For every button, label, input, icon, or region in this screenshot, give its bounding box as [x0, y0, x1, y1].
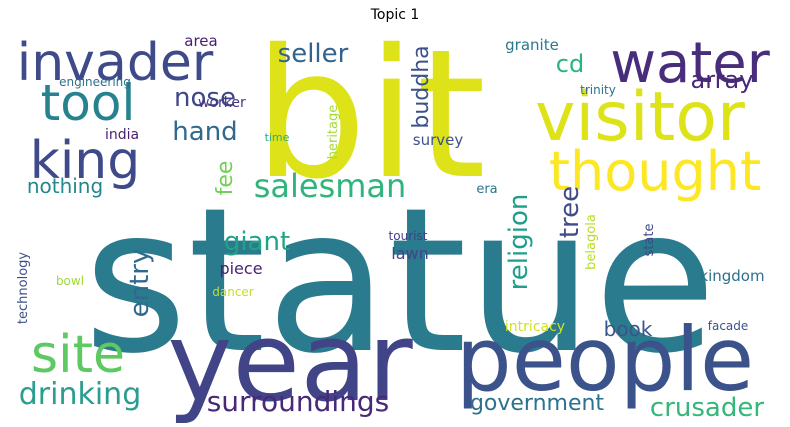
word-array: array	[691, 66, 754, 94]
word-salesman: salesman	[254, 167, 407, 205]
word-facade: facade	[708, 319, 749, 333]
word-intricacy: intricacy	[505, 319, 565, 335]
word-drinking: drinking	[19, 377, 142, 412]
word-area: area	[184, 32, 217, 50]
word-india: india	[105, 127, 139, 143]
word-seller: seller	[278, 39, 349, 69]
word-trinity: trinity	[580, 83, 616, 97]
word-nothing: nothing	[27, 174, 103, 198]
word-king: king	[30, 131, 141, 191]
word-kingdom: kingdom	[699, 267, 764, 285]
word-statue: statue	[83, 165, 716, 398]
word-government: government	[470, 391, 604, 416]
word-year: year	[167, 298, 413, 426]
word-people: people	[456, 308, 754, 411]
word-survey: survey	[413, 131, 464, 149]
word-buddha: buddha	[409, 45, 434, 128]
word-fee: fee	[213, 161, 238, 196]
word-hand: hand	[172, 117, 237, 147]
word-bowl: bowl	[56, 274, 84, 288]
word-visitor: visitor	[535, 78, 745, 157]
word-crusader: crusader	[650, 393, 764, 423]
word-worker: worker	[198, 95, 246, 111]
word-invader: invader	[17, 33, 214, 93]
chart-title: Topic 1	[370, 7, 420, 23]
word-dancer: dancer	[212, 285, 254, 299]
word-site: site	[31, 325, 125, 385]
word-piece: piece	[219, 259, 262, 278]
word-heritage: heritage	[326, 105, 341, 160]
word-giant: giant	[224, 227, 290, 257]
word-granite: granite	[505, 36, 559, 54]
word-state: state	[642, 224, 657, 257]
word-tree: tree	[555, 186, 585, 238]
word-bit: bit	[254, 11, 486, 218]
word-engineering: engineering	[59, 75, 131, 89]
word-belagola: belagola	[584, 214, 599, 270]
word-lawn: lawn	[391, 244, 428, 263]
word-cd: cd	[556, 50, 584, 78]
word-era: era	[476, 182, 497, 197]
word-book: book	[604, 317, 653, 341]
word-nose: nose	[174, 83, 236, 113]
word-religion: religion	[504, 194, 534, 291]
word-time: time	[265, 131, 290, 144]
word-tool: tool	[41, 74, 136, 132]
word-surroundings: surroundings	[207, 385, 390, 418]
word-tourist: tourist	[389, 229, 428, 243]
word-technology: technology	[16, 252, 31, 324]
word-thought: thought	[549, 140, 761, 203]
word-water: water	[610, 31, 771, 96]
word-entry: entry	[125, 249, 155, 318]
